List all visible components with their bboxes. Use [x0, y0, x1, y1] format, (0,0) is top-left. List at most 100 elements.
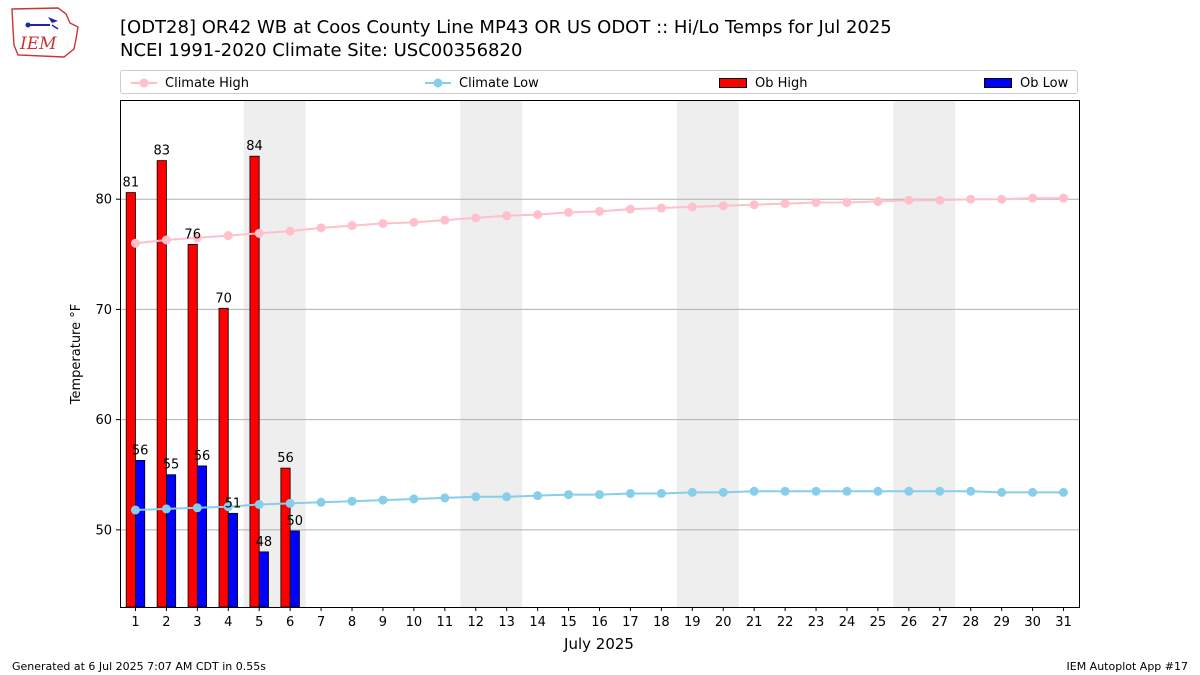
x-tick-label-12: 12 [467, 615, 484, 630]
climate-high-point-7 [316, 223, 326, 233]
climate-high-point-28 [966, 194, 976, 204]
x-tick-label-17: 17 [622, 615, 639, 630]
ob-low-label-1: 56 [132, 443, 149, 458]
ob-high-label-4: 70 [215, 291, 232, 306]
ob-high-label-6: 56 [277, 451, 294, 466]
climate-low-point-25 [873, 486, 883, 496]
climate-low-point-18 [656, 488, 666, 498]
x-tick-label-13: 13 [498, 615, 515, 630]
x-tick-label-15: 15 [560, 615, 577, 630]
climate-lines [130, 193, 1069, 515]
climate-high-point-24 [842, 198, 852, 208]
ob-low-bar-1 [135, 460, 146, 608]
climate-high-point-15 [564, 207, 574, 217]
ob-high-bar-2 [156, 160, 167, 608]
climate-high-point-4 [223, 231, 233, 241]
climate-low-point-24 [842, 486, 852, 496]
x-axis-label: July 2025 [563, 635, 634, 653]
ob-low-bar-6 [289, 530, 300, 608]
climate-high-point-22 [780, 199, 790, 209]
climate-high-point-26 [904, 195, 914, 205]
y-tick-label-60: 60 [95, 413, 112, 428]
climate-high-point-25 [873, 196, 883, 206]
x-tick-label-2: 2 [162, 615, 170, 630]
climate-low-point-21 [749, 486, 759, 496]
climate-low-point-11 [440, 493, 450, 503]
ob-high-label-5: 84 [246, 139, 263, 154]
x-tick-label-16: 16 [591, 615, 608, 630]
climate-low-point-17 [625, 488, 635, 498]
climate-high-point-31 [1059, 193, 1069, 203]
climate-low-point-10 [409, 494, 419, 504]
climate-high-point-3 [192, 233, 202, 243]
legend-label-ob-low: Ob Low [1020, 75, 1069, 91]
logo-text: IEM [19, 34, 57, 54]
generated-timestamp: Generated at 6 Jul 2025 7:07 AM CDT in 0… [12, 660, 266, 673]
climate-low-point-4 [223, 502, 233, 512]
x-tick-label-31: 31 [1055, 615, 1072, 630]
x-tick-label-19: 19 [684, 615, 701, 630]
weekend-shade-12 [460, 100, 523, 607]
climate-low-point-29 [997, 487, 1007, 497]
legend-label-ob-high: Ob High [755, 75, 808, 91]
climate-low-point-1 [130, 505, 140, 515]
legend-item-climate-low: Climate Low [425, 73, 539, 93]
ob-low-bar-2 [166, 474, 177, 608]
x-tick-label-30: 30 [1024, 615, 1041, 630]
ob-high-label-3: 76 [184, 227, 201, 242]
climate-high-point-29 [997, 194, 1007, 204]
ob-low-label-3: 56 [194, 449, 211, 464]
observation-bars [125, 155, 300, 608]
y-tick-label-80: 80 [95, 193, 112, 208]
x-tick-label-1: 1 [131, 615, 139, 630]
climate-low-point-26 [904, 486, 914, 496]
x-tick-label-26: 26 [901, 615, 918, 630]
x-tick-label-25: 25 [870, 615, 887, 630]
x-tick-label-11: 11 [437, 615, 454, 630]
ob-high-bar-1 [125, 192, 136, 608]
climate-low-point-28 [966, 486, 976, 496]
climate-high-point-1 [130, 238, 140, 248]
x-tick-label-9: 9 [379, 615, 387, 630]
ob-low-bar-5 [258, 551, 269, 608]
climate-low-point-8 [347, 496, 357, 506]
climate-low-point-6 [285, 498, 295, 508]
climate-low-point-3 [192, 503, 202, 513]
legend-label-climate-high: Climate High [165, 75, 250, 91]
climate-low-point-2 [161, 504, 171, 514]
climate-high-point-6 [285, 226, 295, 236]
x-tick-label-10: 10 [406, 615, 423, 630]
climate-low-point-23 [811, 486, 821, 496]
climate-high-point-8 [347, 221, 357, 231]
climate-high-point-18 [656, 203, 666, 213]
x-tick-label-21: 21 [746, 615, 763, 630]
y-tick-label-70: 70 [95, 303, 112, 318]
climate-high-point-30 [1028, 193, 1038, 203]
climate-low-point-13 [502, 492, 512, 502]
climate-high-point-11 [440, 215, 450, 225]
y-axis-label: Temperature °F [69, 304, 84, 405]
ob-low-bar-4 [227, 512, 238, 608]
climate-high-point-17 [625, 204, 635, 214]
x-tick-label-28: 28 [962, 615, 979, 630]
ob-low-bar-swatch [984, 78, 1012, 88]
legend-item-ob-high: Ob High [719, 73, 808, 93]
weekend-shade-19 [676, 100, 739, 607]
x-tick-label-24: 24 [839, 615, 856, 630]
chart-title: [ODT28] OR42 WB at Coos County Line MP43… [120, 17, 892, 38]
climate-high-point-27 [935, 195, 945, 205]
ob-high-bar-3 [187, 243, 198, 608]
weekend-shading [243, 100, 956, 607]
chart-subtitle: NCEI 1991-2020 Climate Site: USC00356820 [120, 40, 523, 61]
x-tick-label-23: 23 [808, 615, 825, 630]
ob-high-bar-6 [280, 467, 291, 608]
app-id: IEM Autoplot App #17 [1066, 660, 1189, 673]
x-tick-label-3: 3 [193, 615, 201, 630]
weekend-shade-26 [893, 100, 956, 607]
x-tick-label-14: 14 [529, 615, 546, 630]
climate-high-point-19 [687, 202, 697, 212]
data-labels: 81 83 76 70 84 56 56 55 56 51 48 50 [123, 139, 304, 550]
x-tick-label-4: 4 [224, 615, 232, 630]
x-tick-label-7: 7 [317, 615, 325, 630]
